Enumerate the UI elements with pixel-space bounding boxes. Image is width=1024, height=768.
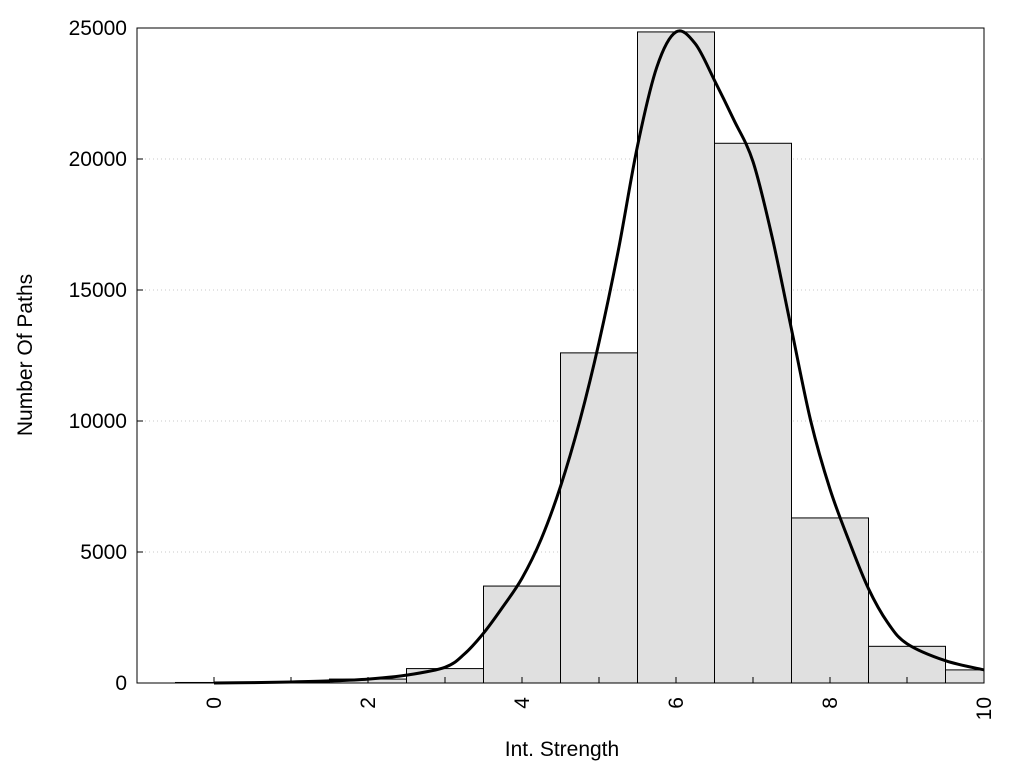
density-curve-line	[213, 29, 985, 685]
x-tick-label: 6	[665, 697, 688, 709]
y-tick-label: 10000	[69, 410, 127, 433]
y-axis-title: Number Of Paths	[14, 274, 37, 436]
histogram-bar	[637, 31, 715, 684]
histogram-bar	[945, 669, 985, 684]
y-tick-label: 20000	[69, 148, 127, 171]
x-tick-label: 4	[511, 697, 534, 709]
x-axis: 0 2 4 6 8 10	[203, 677, 996, 720]
x-tick-label: 0	[203, 697, 226, 709]
histogram-bar	[483, 585, 561, 684]
y-tick-label: 25000	[69, 17, 127, 40]
x-axis-title: Int. Strength	[505, 738, 619, 761]
histogram-bar	[791, 517, 869, 684]
density-curve	[213, 29, 985, 685]
y-tick-label: 5000	[80, 541, 127, 564]
x-tick-label: 2	[357, 697, 380, 709]
y-tick-label: 15000	[69, 279, 127, 302]
x-tick-label: 8	[819, 697, 842, 709]
bars	[175, 31, 985, 684]
plot-frame	[136, 27, 985, 684]
x-tick-label: 10	[973, 697, 996, 720]
y-axis: 0 5000 10000 15000 20000 25000	[69, 17, 143, 695]
y-tick-label: 0	[115, 672, 127, 695]
histogram-bar	[560, 352, 638, 684]
histogram-bar	[714, 142, 792, 684]
histogram-bar	[868, 645, 946, 684]
